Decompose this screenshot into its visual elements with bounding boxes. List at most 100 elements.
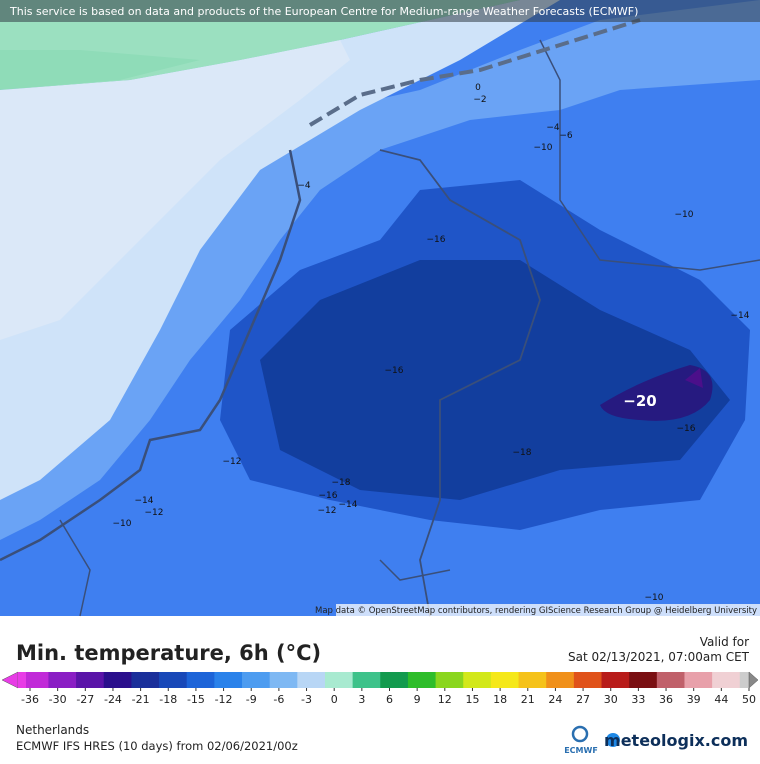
scale-cell	[380, 672, 390, 688]
scale-cell	[435, 672, 446, 688]
scale-cell	[656, 672, 667, 688]
scale-cell	[232, 672, 243, 688]
map-zone	[600, 365, 713, 421]
scale-cell	[85, 672, 96, 688]
scale-label: 44	[714, 693, 728, 706]
scale-cell	[131, 672, 142, 688]
scale-label: 0	[331, 693, 338, 706]
scale-cell	[536, 672, 547, 688]
scale-cell	[22, 672, 27, 688]
scale-cell	[297, 672, 308, 688]
contour-label: −12	[318, 506, 337, 516]
contour-label: −14	[135, 496, 154, 506]
scale-cell	[619, 672, 630, 688]
scale-cell	[647, 672, 658, 688]
scale-label: -15	[187, 693, 205, 706]
ecmwf-icon	[571, 725, 589, 743]
scale-label: 9	[414, 693, 421, 706]
scale-label: 33	[631, 693, 645, 706]
contour-label: −16	[385, 366, 404, 376]
contour-label: −14	[339, 500, 358, 510]
scale-cell	[306, 672, 317, 688]
scale-cell	[500, 672, 510, 688]
scale-cell	[26, 672, 31, 688]
scale-cell	[518, 672, 529, 688]
notice: This service is based on data and produc…	[9, 5, 638, 18]
scale-cell	[278, 672, 289, 688]
scale-label: 15	[465, 693, 479, 706]
scale-cell	[371, 672, 381, 688]
contour-label: −12	[145, 508, 164, 518]
map-zone	[0, 40, 350, 340]
contour-label: −20	[623, 392, 656, 410]
scale-label: -6	[273, 693, 284, 706]
scale-cell	[251, 672, 261, 688]
scale-cell	[472, 672, 483, 688]
contour-label: −6	[559, 131, 573, 141]
border	[539, 39, 760, 271]
contour-label: −2	[473, 95, 486, 105]
scale-cell	[57, 672, 68, 688]
valid-label: Valid for	[700, 635, 749, 649]
scale-cell	[18, 672, 23, 688]
contour-label: −14	[731, 311, 750, 321]
scale-label: -3	[301, 693, 312, 706]
scale-cell	[352, 672, 363, 688]
scale-cell	[30, 672, 40, 688]
region: Netherlands	[16, 723, 89, 737]
scale-cell	[509, 672, 520, 688]
title: Min. temperature, 6h (°C)	[16, 641, 321, 665]
scale-cell	[288, 672, 298, 688]
scale-end	[1, 671, 19, 689]
scale-cell	[702, 672, 713, 688]
scale-label: 36	[659, 693, 673, 706]
scale-cell	[389, 672, 400, 688]
scale-cell	[223, 672, 234, 688]
scale-label: -9	[246, 693, 257, 706]
scale-cell	[527, 672, 538, 688]
scale-label: 3	[358, 693, 365, 706]
scale-label: -24	[104, 693, 122, 706]
scale-cell	[168, 672, 178, 688]
contour-label: −10	[113, 519, 132, 529]
scale-label: -30	[49, 693, 67, 706]
scale-cell	[242, 672, 252, 688]
panel: Min. temperature, 6h (°C) Valid for Sat …	[1, 635, 759, 755]
contour-label: −12	[223, 457, 242, 467]
scale-cell	[444, 672, 455, 688]
scale-cell	[122, 672, 132, 688]
scale-cell	[684, 672, 695, 688]
scale-label: 27	[576, 693, 590, 706]
contour-label: −18	[332, 478, 351, 488]
contour-label: 0	[475, 83, 481, 93]
scale-cell	[454, 672, 464, 688]
scale-cell	[675, 672, 685, 688]
contour-label: −16	[319, 491, 338, 501]
brand-icon	[606, 733, 620, 747]
logo-ecmwf: ECMWF	[564, 746, 598, 755]
contour-label: −10	[534, 143, 553, 153]
scale-label: 39	[687, 693, 701, 706]
map: This service is based on data and produc…	[0, 0, 760, 617]
scale-cell	[490, 672, 501, 688]
scale-cell	[260, 672, 271, 688]
scale-label: 30	[604, 693, 618, 706]
scale-cell	[269, 672, 280, 688]
scale-cell	[463, 672, 473, 688]
scale-cell	[66, 672, 77, 688]
scale-label: -36	[21, 693, 39, 706]
border	[59, 519, 451, 617]
scale-label: 12	[438, 693, 452, 706]
contour-label: −10	[675, 210, 694, 220]
attribution: Map data © OpenStreetMap contributors, r…	[315, 606, 757, 616]
scale-cell	[94, 672, 105, 688]
map-zone	[0, 0, 520, 90]
contour-label: −16	[427, 235, 446, 245]
scale-cell	[140, 672, 151, 688]
scale-cell	[546, 672, 556, 688]
contour-label: −4	[546, 123, 560, 133]
contour-label: −16	[677, 424, 696, 434]
scale-cell	[712, 672, 722, 688]
logo-brand: meteologix.com	[604, 731, 748, 750]
